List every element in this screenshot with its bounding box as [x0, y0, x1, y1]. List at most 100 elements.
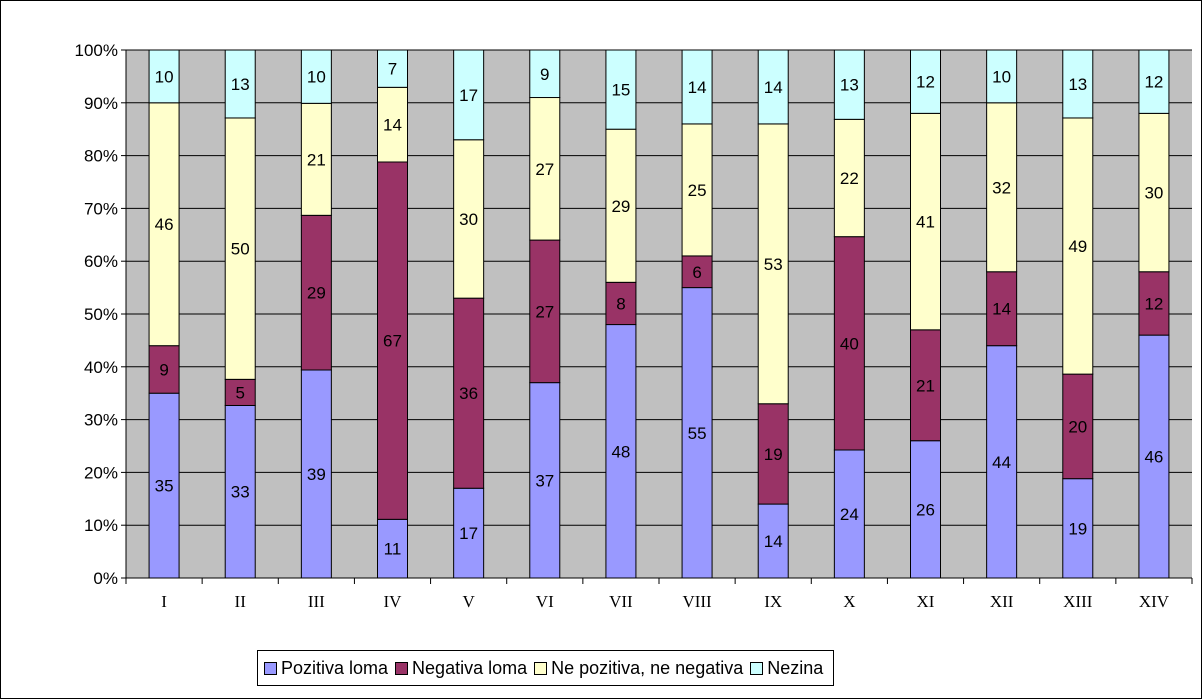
- legend-label-pozitiva-loma: Pozitiva loma: [281, 657, 389, 678]
- data-label: 12: [916, 73, 935, 92]
- data-label: 9: [540, 65, 549, 84]
- data-label: 24: [840, 505, 859, 524]
- bar-segment: [833, 49, 865, 120]
- bar-segment: [1138, 334, 1170, 579]
- bar-segment: [1062, 478, 1094, 579]
- data-label: 17: [459, 86, 478, 105]
- y-tick-label: 40%: [84, 358, 118, 377]
- bar-segment: [681, 287, 713, 579]
- bar-segment: [605, 49, 637, 130]
- data-label: 21: [916, 376, 935, 395]
- data-label: 15: [611, 81, 630, 100]
- x-tick-label: II: [235, 592, 247, 611]
- x-tick-label: V: [463, 592, 476, 611]
- data-label: 14: [688, 78, 707, 97]
- data-label: 10: [992, 67, 1011, 86]
- data-label: 13: [231, 75, 250, 94]
- data-label: 20: [1068, 417, 1087, 436]
- data-label: 55: [688, 424, 707, 443]
- bar-segment: [833, 118, 865, 238]
- data-label: 11: [384, 540, 402, 559]
- data-label: 29: [307, 284, 326, 303]
- bar-segment: [453, 139, 485, 299]
- x-tick-label: IX: [764, 592, 782, 611]
- data-label: 35: [155, 477, 174, 496]
- bar-segment: [910, 329, 941, 442]
- bar-segment: [757, 123, 789, 405]
- bar-segment: [986, 345, 1018, 579]
- data-label: 14: [992, 300, 1011, 319]
- y-tick-label: 50%: [84, 305, 118, 324]
- bar-segment: [453, 487, 485, 579]
- bar-segment: [1138, 49, 1170, 114]
- x-tick-label: X: [843, 592, 855, 611]
- bar-segment: [224, 378, 256, 406]
- bar-segment: [757, 49, 789, 125]
- bar-segment: [605, 324, 637, 579]
- bar-segment: [377, 518, 408, 579]
- data-label: 46: [1144, 448, 1163, 467]
- data-label: 67: [383, 332, 402, 351]
- bar-segment: [453, 297, 485, 489]
- bar-segment: [529, 239, 561, 384]
- data-label: 40: [840, 334, 859, 353]
- x-tick-label: XIV: [1139, 592, 1170, 611]
- data-label: 14: [383, 116, 402, 135]
- y-tick-label: 60%: [84, 252, 118, 271]
- legend-item-pozitiva-loma: Pozitiva loma: [264, 658, 388, 679]
- data-label: 46: [155, 215, 174, 234]
- bar-segment: [300, 369, 332, 579]
- bar-segment: [529, 382, 561, 579]
- data-label: 17: [459, 524, 478, 543]
- bar-segment: [224, 117, 256, 380]
- bar-segment: [833, 236, 865, 451]
- bar-segment: [986, 102, 1018, 273]
- data-label: 53: [764, 255, 783, 274]
- legend: Pozitiva loma Negativa loma Ne pozitiva,…: [257, 650, 835, 686]
- x-tick-label: VIII: [682, 592, 712, 611]
- data-label: 10: [155, 67, 174, 86]
- legend-swatch-ne-pozitiva-ne-negativa: [534, 661, 548, 675]
- data-label: 44: [992, 453, 1011, 472]
- legend-label-nezina: Nezina: [767, 657, 824, 678]
- bar-segment: [377, 161, 408, 520]
- legend-item-nezina: Nezina: [750, 658, 823, 679]
- data-label: 49: [1068, 237, 1087, 256]
- bar-segment: [1062, 373, 1094, 480]
- bar-segment: [300, 214, 332, 371]
- bar-segment: [1138, 112, 1170, 273]
- data-label: 13: [1068, 75, 1087, 94]
- bar-segment: [300, 102, 332, 216]
- data-label: 6: [692, 263, 701, 282]
- data-label: 8: [616, 294, 625, 313]
- data-label: 5: [235, 383, 244, 402]
- legend-swatch-negativa-loma: [395, 661, 409, 675]
- bar-segment: [681, 123, 713, 257]
- bar-segment: [605, 128, 637, 283]
- x-tick-label: VI: [536, 592, 554, 611]
- data-label: 26: [916, 500, 935, 519]
- y-tick-label: 70%: [84, 199, 118, 218]
- data-label: 48: [611, 442, 630, 461]
- bar-segment: [757, 403, 789, 505]
- legend-item-negativa-loma: Negativa loma: [395, 658, 527, 679]
- data-label: 21: [307, 150, 326, 169]
- y-tick-label: 10%: [84, 516, 118, 535]
- bar-segment: [681, 49, 713, 125]
- data-label: 10: [307, 68, 326, 87]
- bar-segment: [1062, 49, 1094, 119]
- bar-segment: [986, 271, 1018, 347]
- y-tick-label: 20%: [84, 463, 118, 482]
- bar-segment: [148, 102, 180, 347]
- data-label: 27: [535, 160, 554, 179]
- data-label: 39: [307, 465, 326, 484]
- x-tick-label: VII: [609, 592, 633, 611]
- data-label: 37: [535, 471, 554, 490]
- bar-segment: [910, 440, 941, 579]
- data-label: 9: [159, 360, 168, 379]
- data-label: 12: [1144, 73, 1163, 92]
- legend-label-ne-pozitiva-ne-negativa: Ne pozitiva, ne negativa: [551, 657, 744, 678]
- bar-segment: [1062, 117, 1094, 375]
- data-label: 33: [231, 483, 250, 502]
